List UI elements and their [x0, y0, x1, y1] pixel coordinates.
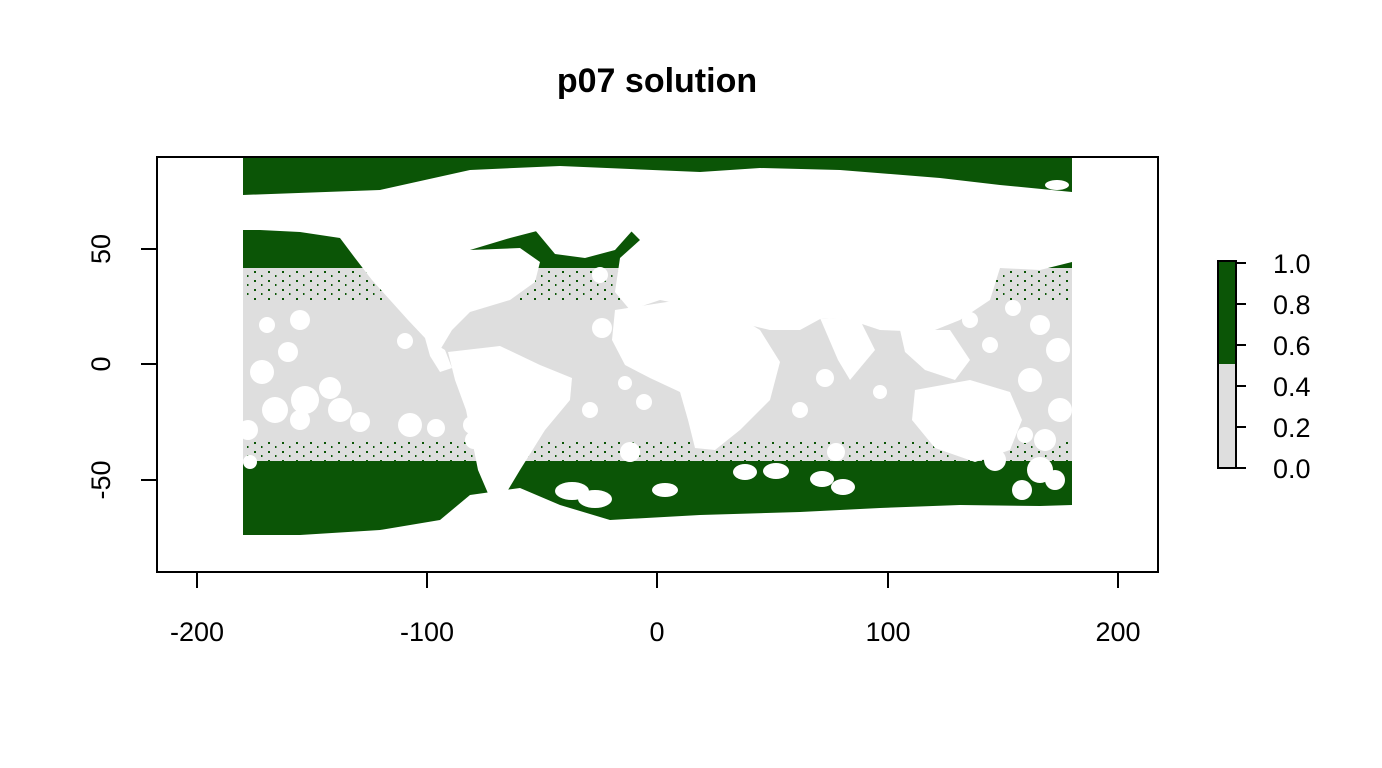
- y-tick-label: -50: [86, 460, 116, 499]
- y-tick-label: 0: [86, 356, 116, 371]
- x-tick-label: 100: [865, 617, 910, 647]
- legend-tick-label: 0.6: [1273, 331, 1311, 361]
- x-tick-label: 0: [649, 617, 664, 647]
- south-america: [448, 346, 572, 498]
- x-tick-label: 200: [1095, 617, 1140, 647]
- eurasia: [610, 190, 1072, 332]
- y-axis: 50 0 -50: [86, 234, 158, 500]
- raster-layer: [243, 157, 1072, 541]
- legend-tick-label: 0.8: [1273, 290, 1311, 320]
- plot-title: p07 solution: [557, 62, 757, 100]
- legend-tick-label: 0.4: [1273, 372, 1311, 402]
- land-mask: [243, 166, 1072, 541]
- greenland: [530, 190, 650, 258]
- antarctica: [243, 488, 1072, 541]
- legend-swatch-unselected: [1218, 364, 1236, 468]
- legend-frame: [1217, 260, 1237, 469]
- legend-tick-label: 0.0: [1273, 454, 1311, 484]
- north-america: [340, 238, 540, 350]
- india: [820, 318, 875, 380]
- legend-tick-label: 0.2: [1273, 413, 1311, 443]
- x-axis: -200 -100 0 100 200: [170, 571, 1141, 647]
- australia: [912, 380, 1022, 462]
- africa: [612, 300, 780, 450]
- legend-colorbar: 1.0 0.8 0.6 0.4 0.2 0.0: [1217, 249, 1311, 484]
- southeast-asia: [900, 330, 970, 380]
- central-america: [425, 338, 452, 372]
- legend-swatch-selected: [1218, 261, 1236, 364]
- x-tick-label: -100: [400, 617, 454, 647]
- y-tick-label: 50: [86, 234, 116, 264]
- speckle-south-edge: [243, 440, 1072, 461]
- legend-tick-label: 1.0: [1273, 249, 1311, 279]
- x-tick-label: -200: [170, 617, 224, 647]
